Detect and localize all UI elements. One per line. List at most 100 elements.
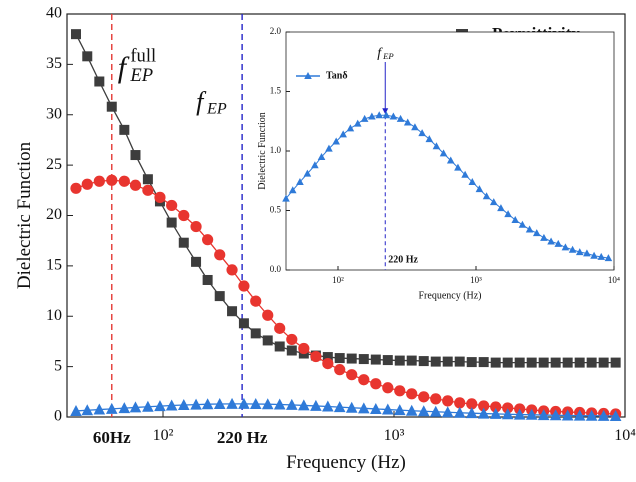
point bbox=[70, 29, 81, 40]
point bbox=[70, 182, 82, 194]
point bbox=[142, 174, 153, 185]
point bbox=[106, 101, 117, 112]
point bbox=[106, 174, 118, 186]
point bbox=[262, 335, 273, 346]
point bbox=[461, 170, 469, 178]
point bbox=[502, 357, 513, 368]
point bbox=[478, 357, 489, 368]
point bbox=[82, 51, 93, 62]
point bbox=[466, 398, 478, 410]
point bbox=[201, 398, 214, 410]
point bbox=[250, 328, 261, 339]
point bbox=[322, 352, 333, 363]
point bbox=[70, 404, 82, 416]
symbol-sup: full bbox=[130, 46, 156, 67]
point bbox=[418, 129, 426, 137]
point bbox=[382, 111, 391, 119]
point bbox=[333, 401, 346, 413]
point bbox=[550, 357, 561, 368]
point bbox=[574, 357, 585, 368]
point bbox=[358, 374, 370, 386]
point bbox=[396, 114, 405, 122]
point bbox=[353, 119, 362, 127]
point bbox=[489, 198, 498, 206]
point bbox=[430, 393, 442, 405]
point bbox=[310, 350, 322, 363]
point bbox=[202, 234, 214, 246]
point bbox=[406, 388, 418, 400]
point bbox=[478, 400, 490, 412]
point bbox=[532, 229, 541, 237]
point bbox=[547, 237, 555, 245]
legend-label: Tanδ bbox=[326, 70, 348, 81]
point bbox=[261, 398, 274, 410]
point bbox=[262, 309, 274, 321]
point bbox=[285, 398, 298, 410]
point bbox=[282, 194, 290, 202]
y-tick-label: 20 bbox=[46, 206, 62, 223]
y-tick-label: 0.5 bbox=[270, 205, 282, 215]
point bbox=[590, 251, 598, 259]
point bbox=[273, 398, 286, 410]
point bbox=[502, 402, 514, 414]
point bbox=[286, 345, 297, 356]
point bbox=[118, 175, 130, 187]
point bbox=[482, 192, 491, 200]
point bbox=[489, 407, 502, 419]
y-tick-label: 0 bbox=[54, 408, 62, 425]
y-axis-title: Dielectric Function bbox=[257, 112, 268, 189]
series-line bbox=[75, 33, 616, 364]
point bbox=[369, 402, 382, 414]
legend-marker bbox=[304, 72, 312, 79]
point bbox=[609, 409, 622, 421]
point bbox=[525, 225, 534, 233]
point bbox=[604, 254, 613, 262]
point bbox=[393, 404, 406, 416]
point bbox=[554, 239, 563, 247]
point bbox=[202, 274, 213, 285]
point bbox=[238, 280, 250, 292]
point bbox=[411, 123, 419, 131]
point bbox=[425, 135, 434, 143]
point bbox=[214, 291, 225, 302]
point bbox=[585, 409, 598, 421]
y-tick-label: 1.5 bbox=[270, 86, 282, 96]
point bbox=[526, 357, 537, 368]
point bbox=[227, 306, 238, 317]
point bbox=[177, 399, 190, 411]
x-tick-label: 10⁴ bbox=[608, 275, 620, 285]
y-tick-label: 30 bbox=[46, 105, 62, 122]
point bbox=[442, 395, 454, 407]
point bbox=[94, 76, 105, 87]
x-tick-label: 10³ bbox=[384, 427, 405, 444]
point bbox=[513, 408, 526, 420]
plot-frame bbox=[285, 31, 615, 271]
point bbox=[475, 185, 484, 193]
point bbox=[296, 177, 304, 185]
point bbox=[334, 353, 345, 364]
point bbox=[454, 356, 465, 367]
y-tick-label: 2.0 bbox=[270, 26, 282, 36]
point bbox=[93, 175, 105, 187]
point bbox=[514, 357, 525, 368]
point bbox=[81, 404, 94, 416]
point bbox=[360, 114, 369, 122]
point bbox=[368, 112, 376, 120]
point bbox=[468, 177, 477, 185]
x-axis-title: Frequency (Hz) bbox=[418, 290, 481, 301]
point bbox=[518, 220, 527, 228]
point bbox=[490, 401, 502, 413]
y-tick-label: 40 bbox=[46, 5, 62, 22]
symbol: f bbox=[196, 87, 207, 116]
point bbox=[406, 355, 417, 366]
point bbox=[178, 237, 189, 248]
point bbox=[238, 318, 249, 329]
point bbox=[166, 217, 177, 228]
point bbox=[311, 161, 319, 169]
x-tick-label: 10² bbox=[332, 275, 344, 285]
point bbox=[154, 400, 166, 412]
point bbox=[497, 204, 505, 212]
point bbox=[453, 406, 466, 418]
point bbox=[286, 333, 298, 346]
point bbox=[466, 357, 477, 368]
